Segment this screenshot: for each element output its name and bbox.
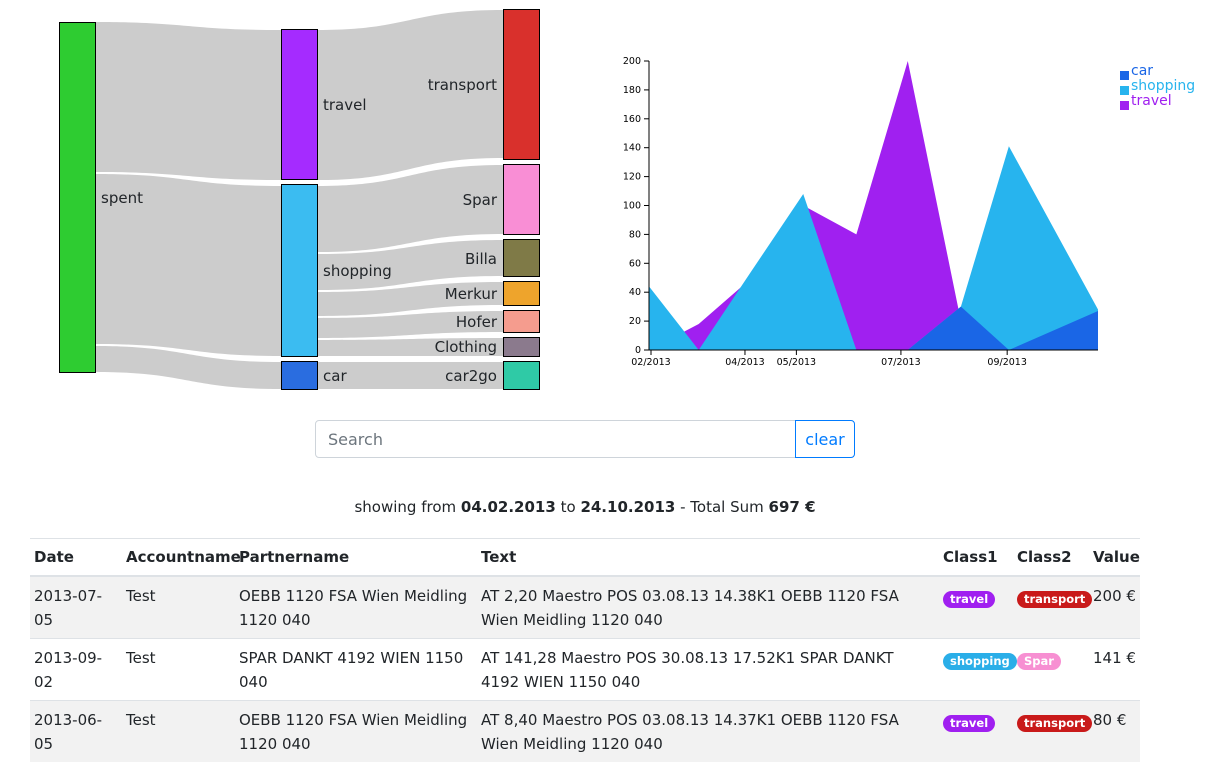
- summary-prefix: showing from: [354, 498, 456, 516]
- sankey-diagram: spent travel shopping car transport Spar…: [0, 0, 560, 400]
- header-class1[interactable]: Class1: [939, 539, 1013, 577]
- legend-label-shopping: shopping: [1131, 78, 1195, 94]
- cell-account: Test: [122, 701, 235, 762]
- header-value[interactable]: Value: [1089, 539, 1140, 577]
- node-car2go[interactable]: [504, 362, 540, 390]
- legend-label-travel: travel: [1131, 93, 1172, 109]
- legend-label-car: car: [1131, 63, 1153, 79]
- cell-date: 2013-06-05: [30, 701, 122, 762]
- transactions-table: Date Accountname Partnername Text Class1…: [30, 538, 1140, 762]
- label-travel: travel: [323, 96, 367, 114]
- cell-partner: SPAR DANKT 4192 WIEN 1150 040: [235, 639, 477, 701]
- y-tick-label: 80: [629, 229, 641, 240]
- table-row[interactable]: 2013-07-05 Test OEBB 1120 FSA Wien Meidl…: [30, 576, 1140, 639]
- label-spent: spent: [101, 189, 143, 207]
- cell-class1: travel: [939, 701, 1013, 762]
- label-clothing: Clothing: [435, 338, 497, 356]
- cell-date: 2013-07-05: [30, 576, 122, 639]
- cell-class1: shopping: [939, 639, 1013, 701]
- cell-value: 80 €: [1089, 701, 1140, 762]
- header-partnername[interactable]: Partnername: [235, 539, 477, 577]
- date-range-summary: showing from 04.02.2013 to 24.10.2013 - …: [0, 498, 1170, 516]
- class1-badge[interactable]: travel: [943, 591, 995, 608]
- label-billa: Billa: [465, 250, 497, 268]
- y-tick-label: 180: [623, 85, 641, 96]
- link-travel-transport[interactable]: [318, 10, 503, 180]
- search-bar: clear: [315, 420, 855, 458]
- cell-text: AT 2,20 Maestro POS 03.08.13 14.38K1 OEB…: [477, 576, 939, 639]
- legend-swatch-shopping: [1120, 86, 1129, 95]
- header-date[interactable]: Date: [30, 539, 122, 577]
- cell-account: Test: [122, 639, 235, 701]
- header-text[interactable]: Text: [477, 539, 939, 577]
- node-travel[interactable]: [282, 30, 318, 180]
- label-shopping: shopping: [323, 262, 392, 280]
- y-tick-label: 140: [623, 143, 641, 154]
- area-chart: 0 20 40 60 80 100 120 140 160 180 200 02/2013 04/201…: [612, 40, 1211, 380]
- cell-class2: transport: [1013, 576, 1089, 639]
- cell-date: 2013-09-02: [30, 639, 122, 701]
- cell-value: 200 €: [1089, 576, 1140, 639]
- cell-class2: Spar: [1013, 639, 1089, 701]
- label-car2go: car2go: [445, 367, 497, 385]
- summary-to-date: 24.10.2013: [580, 498, 675, 516]
- label-merkur: Merkur: [445, 285, 498, 303]
- cell-text: AT 8,40 Maestro POS 03.08.13 14.37K1 OEB…: [477, 701, 939, 762]
- label-hofer: Hofer: [456, 313, 498, 331]
- class2-badge[interactable]: transport: [1017, 715, 1092, 732]
- table-row[interactable]: 2013-09-02 Test SPAR DANKT 4192 WIEN 115…: [30, 639, 1140, 701]
- x-tick-label: 04/2013: [725, 357, 764, 368]
- link-spent-travel[interactable]: [96, 22, 281, 180]
- label-transport: transport: [428, 76, 497, 94]
- legend-swatch-travel: [1120, 101, 1129, 110]
- node-billa[interactable]: [504, 240, 540, 277]
- cell-partner: OEBB 1120 FSA Wien Meidling 1120 040: [235, 701, 477, 762]
- node-transport[interactable]: [504, 10, 540, 160]
- class1-badge[interactable]: travel: [943, 715, 995, 732]
- node-merkur[interactable]: [504, 282, 540, 306]
- header-accountname[interactable]: Accountname: [122, 539, 235, 577]
- summary-total-sum: 697 €: [769, 498, 816, 516]
- node-spar[interactable]: [504, 165, 540, 235]
- cell-text: AT 141,28 Maestro POS 30.08.13 17.52K1 S…: [477, 639, 939, 701]
- header-class2[interactable]: Class2: [1013, 539, 1089, 577]
- class1-badge[interactable]: shopping: [943, 653, 1017, 670]
- table-header-row: Date Accountname Partnername Text Class1…: [30, 539, 1140, 577]
- node-car[interactable]: [282, 362, 318, 390]
- table-row[interactable]: 2013-06-05 Test OEBB 1120 FSA Wien Meidl…: [30, 701, 1140, 762]
- cell-value: 141 €: [1089, 639, 1140, 701]
- x-tick-label: 05/2013: [777, 357, 816, 368]
- x-tick-label: 07/2013: [881, 357, 920, 368]
- node-spent[interactable]: [60, 23, 96, 373]
- y-tick-label: 40: [629, 287, 641, 298]
- class2-badge[interactable]: Spar: [1017, 653, 1061, 670]
- summary-from-date: 04.02.2013: [461, 498, 556, 516]
- node-hofer[interactable]: [504, 311, 540, 333]
- node-shopping[interactable]: [282, 185, 318, 357]
- y-tick-label: 200: [623, 56, 641, 67]
- cell-account: Test: [122, 576, 235, 639]
- cell-class2: transport: [1013, 701, 1089, 762]
- x-tick-label: 09/2013: [987, 357, 1026, 368]
- y-tick-label: 0: [635, 345, 641, 356]
- clear-button[interactable]: clear: [795, 420, 855, 458]
- label-spar: Spar: [463, 191, 498, 209]
- class2-badge[interactable]: transport: [1017, 591, 1092, 608]
- search-input[interactable]: [315, 420, 796, 458]
- y-tick-label: 120: [623, 172, 641, 183]
- sankey-svg: spent travel shopping car transport Spar…: [0, 0, 560, 400]
- x-tick-label: 02/2013: [631, 357, 670, 368]
- summary-to-word: to: [561, 498, 576, 516]
- cell-class1: travel: [939, 576, 1013, 639]
- summary-sum-label: - Total Sum: [680, 498, 764, 516]
- cell-partner: OEBB 1120 FSA Wien Meidling 1120 040: [235, 576, 477, 639]
- legend-swatch-car: [1120, 71, 1129, 80]
- y-tick-label: 100: [623, 201, 641, 212]
- area-chart-svg: 0 20 40 60 80 100 120 140 160 180 200 02/2013 04/201…: [612, 40, 1211, 380]
- y-tick-label: 160: [623, 114, 641, 125]
- y-tick-label: 20: [629, 316, 641, 327]
- node-clothing[interactable]: [504, 338, 540, 357]
- label-car: car: [323, 367, 347, 385]
- y-tick-label: 60: [629, 258, 641, 269]
